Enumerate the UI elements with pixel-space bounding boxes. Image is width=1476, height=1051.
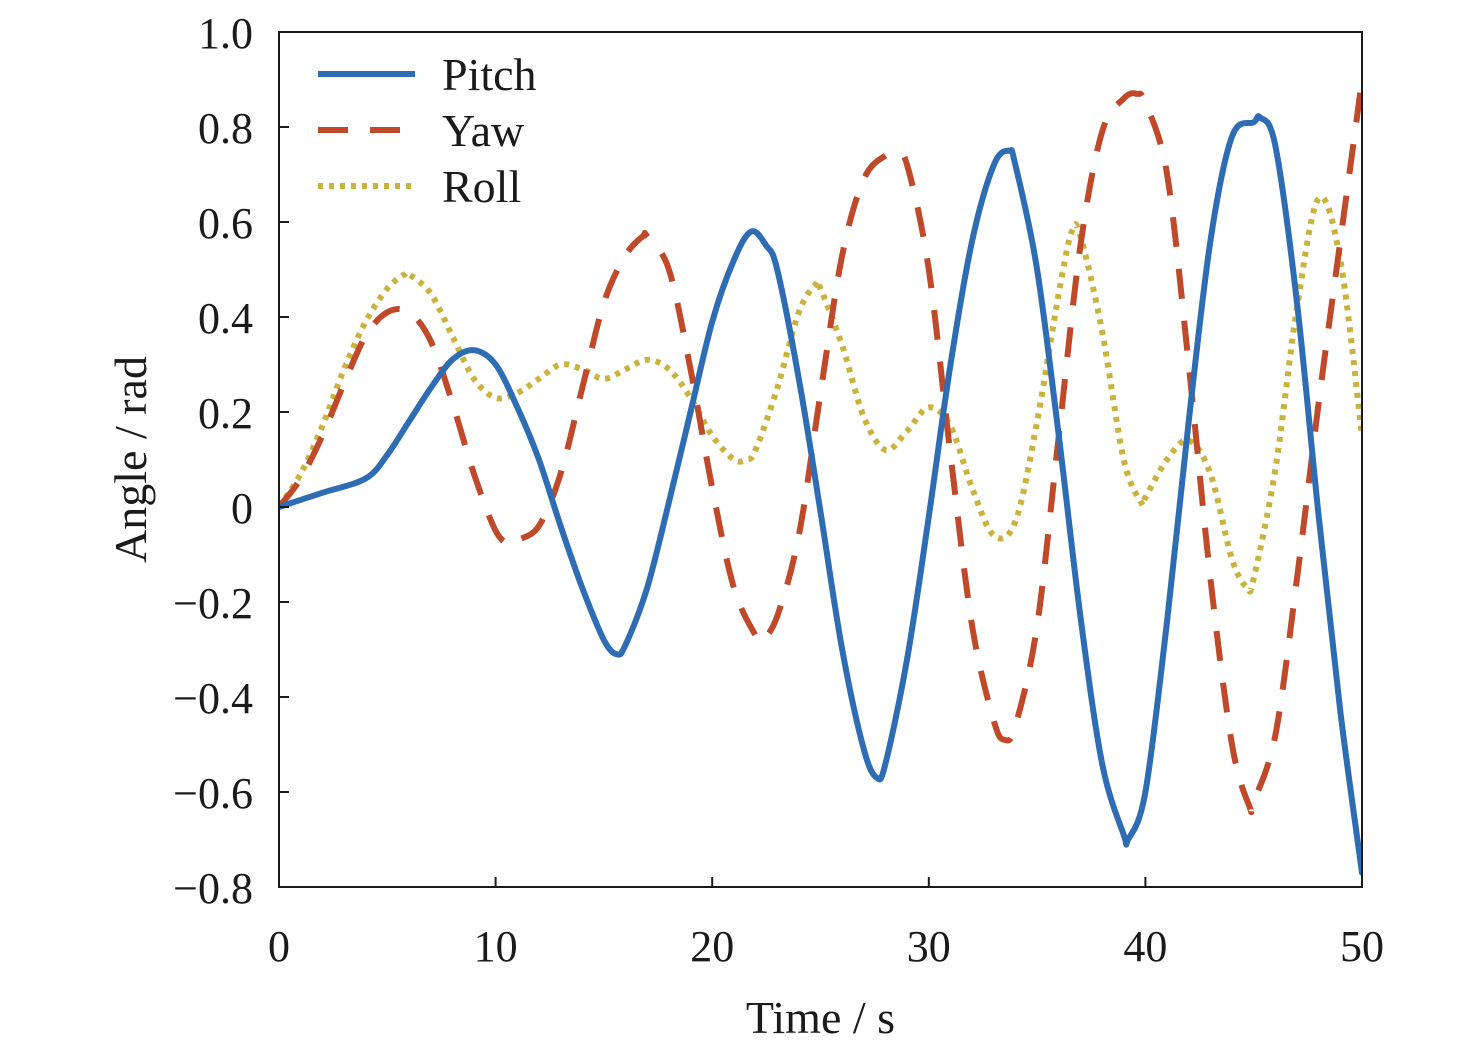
y-tick-label: −0.6 xyxy=(173,769,253,818)
legend-label-roll: Roll xyxy=(442,161,521,212)
y-tick-label: 0.4 xyxy=(198,294,253,343)
x-tick-label: 10 xyxy=(474,922,518,971)
legend-label-yaw: Yaw xyxy=(442,105,525,156)
series-lines xyxy=(279,79,1362,876)
y-tick-label: 1.0 xyxy=(198,9,253,58)
series-line-roll xyxy=(279,194,1362,595)
y-tick-label: 0.6 xyxy=(198,199,253,248)
y-tick-label: −0.8 xyxy=(173,864,253,913)
axis-ticks: 0 10 20 30 40 50 −0.8 −0.6 −0.4 −0.2 0 0.2 0.4 0.6 0.8… xyxy=(173,9,1384,971)
y-tick-label: −0.4 xyxy=(173,674,253,723)
y-axis-label: Angle / rad xyxy=(105,356,156,563)
y-tick-label: 0.2 xyxy=(198,389,253,438)
legend-label-pitch: Pitch xyxy=(442,49,537,100)
x-tick-label: 40 xyxy=(1123,922,1167,971)
y-tick-label: 0.8 xyxy=(198,104,253,153)
plot-frame xyxy=(278,31,1363,888)
x-tick-label: 0 xyxy=(268,922,290,971)
x-tick-label: 30 xyxy=(907,922,951,971)
y-tick-label: −0.2 xyxy=(173,579,253,628)
y-tick-label: 0 xyxy=(231,484,253,533)
x-axis-label: Time / s xyxy=(746,992,895,1043)
x-tick-label: 50 xyxy=(1340,922,1384,971)
series-line-pitch xyxy=(279,113,1362,876)
x-tick-label: 20 xyxy=(690,922,734,971)
series-line-yaw xyxy=(279,79,1362,816)
